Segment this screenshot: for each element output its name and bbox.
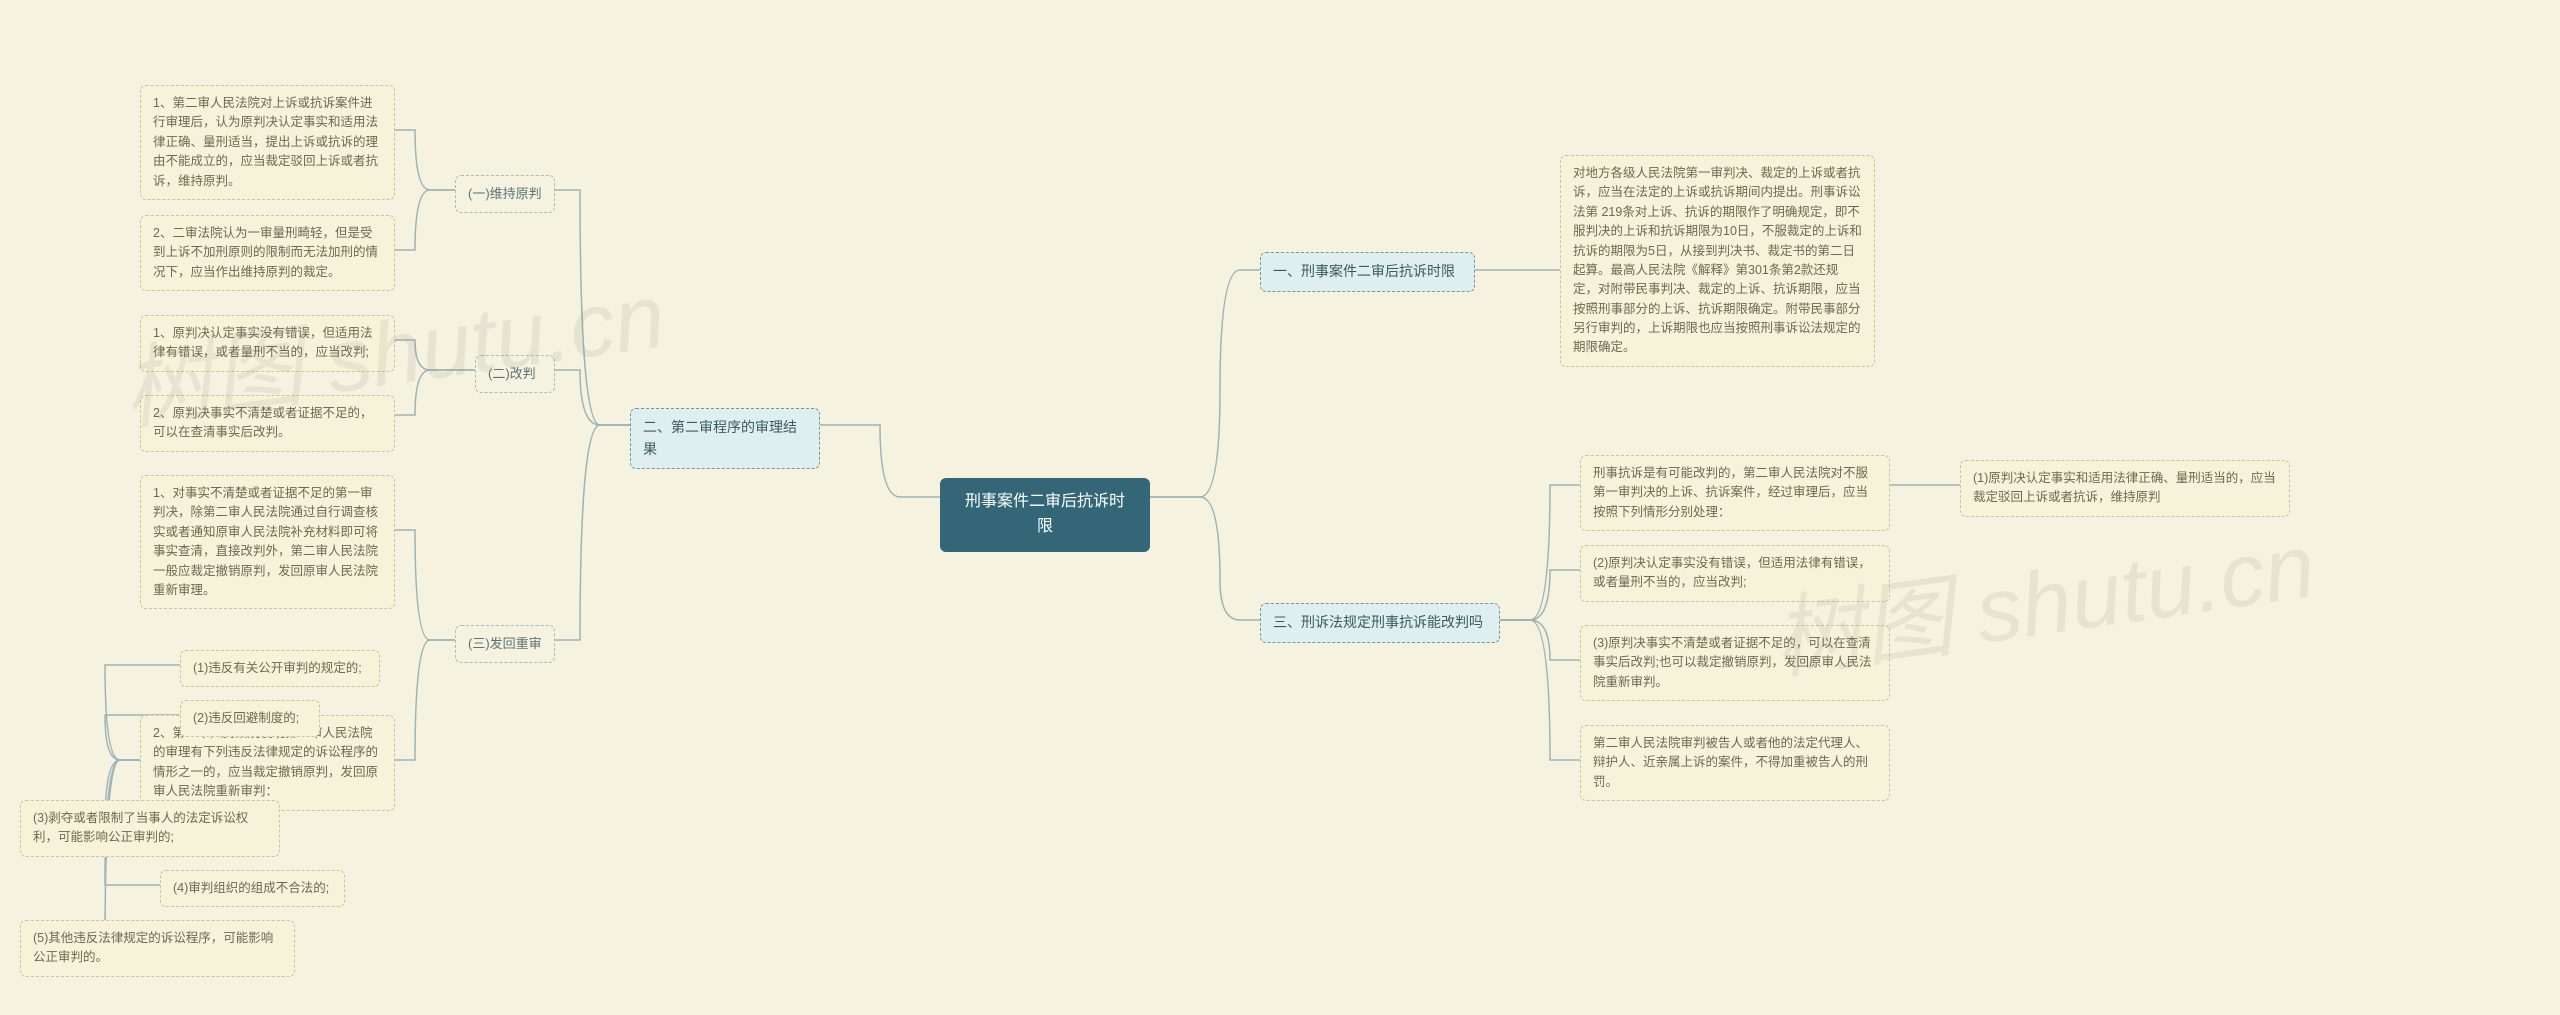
b2-sub3-l2d: (4)审判组织的组成不合法的; [160,870,345,907]
branch-3-leaf-2: (2)原判决认定事实没有错误，但适用法律有错误，或者量刑不当的，应当改判; [1580,545,1890,602]
branch-3-leaf-3: (3)原判决事实不清楚或者证据不足的，可以在查清事实后改判;也可以裁定撤销原判，… [1580,625,1890,701]
root-node: 刑事案件二审后抗诉时限 [940,478,1150,552]
branch-2: 二、第二审程序的审理结果 [630,408,820,469]
branch-3: 三、刑诉法规定刑事抗诉能改判吗 [1260,603,1500,643]
branch-1-leaf: 对地方各级人民法院第一审判决、裁定的上诉或者抗诉，应当在法定的上诉或抗诉期间内提… [1560,155,1875,367]
branch-2-sub-2: (二)改判 [475,355,555,393]
branch-3-leaf-4: 第二审人民法院审判被告人或者他的法定代理人、辩护人、近亲属上诉的案件，不得加重被… [1580,725,1890,801]
b2-sub3-l2e: (5)其他违反法律规定的诉讼程序，可能影响公正审判的。 [20,920,295,977]
branch-2-sub-3: (三)发回重审 [455,625,555,663]
branch-1: 一、刑事案件二审后抗诉时限 [1260,252,1475,292]
branch-3-leaf-1a: (1)原判决认定事实和适用法律正确、量刑适当的，应当裁定驳回上诉或者抗诉，维持原… [1960,460,2290,517]
b2-sub3-l2c: (3)剥夺或者限制了当事人的法定诉讼权利，可能影响公正审判的; [20,800,280,857]
b2-sub1-leaf-2: 2、二审法院认为一审量刑畸轻，但是受到上诉不加刑原则的限制而无法加刑的情况下，应… [140,215,395,291]
b2-sub2-leaf-1: 1、原判决认定事实没有错误，但适用法律有错误，或者量刑不当的，应当改判; [140,315,395,372]
b2-sub3-l2b: (2)违反回避制度的; [180,700,320,737]
b2-sub1-leaf-1: 1、第二审人民法院对上诉或抗诉案件进行审理后，认为原判决认定事实和适用法律正确、… [140,85,395,200]
b2-sub3-leaf-1: 1、对事实不清楚或者证据不足的第一审判决，除第二审人民法院通过自行调查核实或者通… [140,475,395,609]
b2-sub2-leaf-2: 2、原判决事实不清楚或者证据不足的，可以在查清事实后改判。 [140,395,395,452]
branch-3-leaf-1: 刑事抗诉是有可能改判的，第二审人民法院对不服第一审判决的上诉、抗诉案件，经过审理… [1580,455,1890,531]
branch-2-sub-1: (一)维持原判 [455,175,555,213]
b2-sub3-l2a: (1)违反有关公开审判的规定的; [180,650,380,687]
